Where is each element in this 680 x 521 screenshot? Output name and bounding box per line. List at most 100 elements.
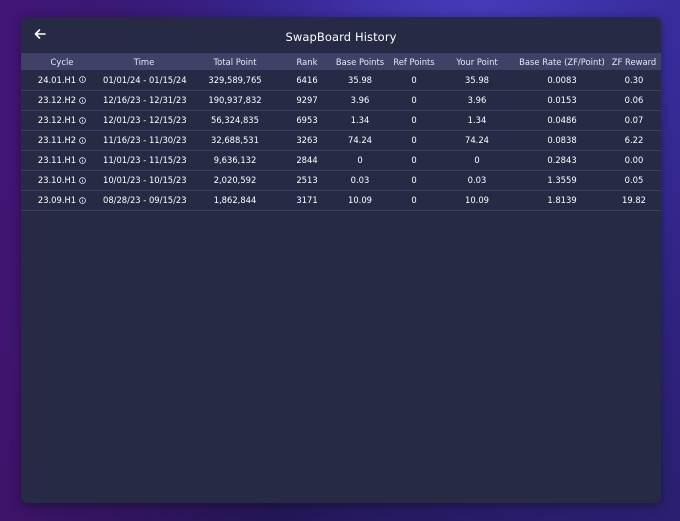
table-row: 23.10.H1 10/01/23 - 10/15/23 2,020,592 2513… xyxy=(21,170,661,190)
cell-rank: 9297 xyxy=(296,95,318,105)
cell-total-point: 190,937,832 xyxy=(208,95,262,105)
cell-zf-reward: 0.05 xyxy=(624,175,644,185)
cell-your-point: 1.34 xyxy=(467,115,487,125)
info-circle-icon[interactable] xyxy=(79,196,86,204)
cycle-cell: 23.12.H1 xyxy=(38,115,86,125)
cell-rank: 6953 xyxy=(296,115,318,125)
cycle-cell: 23.11.H1 xyxy=(38,155,86,165)
cell-cycle: 24.01.H1 xyxy=(21,70,103,90)
cycle-label: 23.10.H1 xyxy=(37,175,77,185)
cell-total-point: 9,636,132 xyxy=(213,155,257,165)
cell-total-point: 1,862,844 xyxy=(213,195,257,205)
cell-zf-reward: 6.22 xyxy=(624,135,644,145)
cell-base-points: 35.98 xyxy=(348,74,372,85)
cell-rank: 2844 xyxy=(296,155,318,165)
cell-your-point: 74.24 xyxy=(465,135,489,145)
cycle-cell: 23.12.H2 xyxy=(38,95,86,105)
cell-ref-points: 0 xyxy=(411,115,417,125)
table-row: 23.12.H2 12/16/23 - 12/31/23 190,937,832 92… xyxy=(21,90,661,110)
cell-base-rate: 1.3559 xyxy=(547,175,577,185)
column-header: Your Point xyxy=(456,56,498,67)
column-header: Time xyxy=(133,56,155,67)
column-header: Total Point xyxy=(213,56,257,67)
cell-base-rate: 0.0153 xyxy=(547,95,577,105)
cell-total-point: 329,589,765 xyxy=(208,74,262,85)
column-header: ZF Reward xyxy=(611,56,657,67)
cell-base-rate: 0.2843 xyxy=(547,155,577,165)
column-header: Rank xyxy=(296,56,318,67)
back-button[interactable] xyxy=(31,25,49,43)
cell-your-point: 10.09 xyxy=(465,195,489,205)
cycle-label: 23.12.H2 xyxy=(37,95,77,105)
table-row: 23.11.H1 11/01/23 - 11/15/23 9,636,132 2844… xyxy=(21,150,661,170)
cell-total-point: 56,324,835 xyxy=(211,115,259,125)
history-table: Cycle Time Total Point Rank Base Points Ref P… xyxy=(21,53,661,211)
cell-cycle: 23.11.H1 xyxy=(21,150,103,170)
cell-rank: 6416 xyxy=(296,74,318,85)
cell-cycle: 23.11.H2 xyxy=(21,130,103,150)
cell-time: 11/16/23 - 11/30/23 xyxy=(103,135,187,145)
cell-zf-reward: 19.82 xyxy=(622,195,646,205)
cell-ref-points: 0 xyxy=(411,95,417,105)
cycle-label: 23.11.H1 xyxy=(37,155,77,165)
arrow-left-icon xyxy=(34,29,46,39)
cell-rank: 3263 xyxy=(296,135,318,145)
column-header: Base Points xyxy=(335,56,385,67)
info-circle-icon[interactable] xyxy=(79,176,86,184)
column-header: Ref Points xyxy=(393,56,435,67)
cell-rank: 3171 xyxy=(296,195,318,205)
table-header-row: Cycle Time Total Point Rank Base Points Ref P… xyxy=(21,53,661,70)
cell-base-rate: 0.0083 xyxy=(547,74,577,85)
page-title: SwapBoard History xyxy=(285,30,397,44)
cell-time: 01/01/24 - 01/15/24 xyxy=(103,74,187,85)
info-circle-icon[interactable] xyxy=(79,136,86,144)
cycle-label: 23.09.H1 xyxy=(37,195,77,205)
cell-zf-reward: 0.00 xyxy=(624,155,644,165)
cell-zf-reward: 0.06 xyxy=(624,95,644,105)
cell-zf-reward: 0.30 xyxy=(624,74,644,85)
cell-time: 10/01/23 - 10/15/23 xyxy=(103,175,187,185)
table-row: 24.01.H1 01/01/24 - 01/15/24 329,589,765 64… xyxy=(21,70,661,90)
cell-your-point: 3.96 xyxy=(467,95,487,105)
info-circle-icon[interactable] xyxy=(79,156,86,164)
cell-base-points: 3.96 xyxy=(350,95,370,105)
cell-ref-points: 0 xyxy=(411,74,417,85)
cell-zf-reward: 0.07 xyxy=(624,115,644,125)
info-circle-icon[interactable] xyxy=(79,96,86,104)
cycle-label: 24.01.H1 xyxy=(37,74,77,85)
cell-cycle: 23.10.H1 xyxy=(21,170,103,190)
cell-your-point: 35.98 xyxy=(465,74,489,85)
cell-cycle: 23.12.H1 xyxy=(21,110,103,130)
table-row: 23.12.H1 12/01/23 - 12/15/23 56,324,835 695… xyxy=(21,110,661,130)
cell-base-points: 10.09 xyxy=(348,195,372,205)
table-row: 23.09.H1 08/28/23 - 09/15/23 1,862,844 3171… xyxy=(21,190,661,210)
cell-base-rate: 1.8139 xyxy=(547,195,577,205)
cell-base-points: 0.03 xyxy=(350,175,370,185)
column-header: Base Rate (ZF/Point) xyxy=(519,56,605,67)
cycle-label: 23.11.H2 xyxy=(37,135,77,145)
cycle-cell: 23.09.H1 xyxy=(38,195,86,205)
cycle-cell: 23.10.H1 xyxy=(38,175,86,185)
info-circle-icon[interactable] xyxy=(79,76,86,84)
cell-time: 11/01/23 - 11/15/23 xyxy=(103,155,187,165)
column-header: Cycle xyxy=(50,56,74,67)
cell-base-points: 74.24 xyxy=(348,135,372,145)
cell-time: 12/01/23 - 12/15/23 xyxy=(103,115,187,125)
cell-time: 08/28/23 - 09/15/23 xyxy=(103,195,187,205)
cell-rank: 2513 xyxy=(296,175,318,185)
cell-cycle: 23.09.H1 xyxy=(21,190,103,210)
table-body: 24.01.H1 01/01/24 - 01/15/24 329,589,765 64… xyxy=(21,70,661,210)
cell-ref-points: 0 xyxy=(411,155,417,165)
cycle-cell: 23.11.H2 xyxy=(38,135,86,145)
info-circle-icon[interactable] xyxy=(79,116,86,124)
cell-cycle: 23.12.H2 xyxy=(21,90,103,110)
cell-your-point: 0 xyxy=(474,155,480,165)
cell-total-point: 2,020,592 xyxy=(213,175,257,185)
panel-header: SwapBoard History xyxy=(21,17,661,53)
cell-base-rate: 0.0486 xyxy=(547,115,577,125)
cell-ref-points: 0 xyxy=(411,195,417,205)
cell-total-point: 32,688,531 xyxy=(211,135,259,145)
cell-ref-points: 0 xyxy=(411,175,417,185)
cell-time: 12/16/23 - 12/31/23 xyxy=(103,95,187,105)
cycle-label: 23.12.H1 xyxy=(37,115,77,125)
